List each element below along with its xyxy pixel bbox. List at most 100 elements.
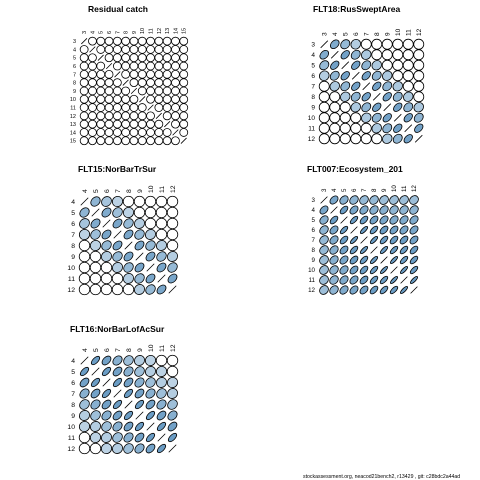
row-label: 6	[311, 73, 315, 80]
row-label: 5	[71, 369, 75, 376]
column-label: 8	[124, 31, 130, 34]
correlation-cell	[146, 36, 155, 46]
correlation-cell	[88, 86, 97, 96]
row-label: 11	[308, 126, 315, 133]
correlation-cell	[101, 399, 112, 410]
correlation-cell	[96, 61, 106, 71]
correlation-cell	[162, 103, 172, 112]
correlation-cell	[162, 53, 172, 63]
correlation-cell	[371, 70, 382, 81]
correlation-cell	[146, 69, 155, 79]
correlation-cell	[330, 60, 340, 70]
correlation-cell	[154, 103, 164, 112]
row-label: 8	[71, 402, 75, 409]
correlation-cell	[392, 38, 404, 50]
correlation-cell	[78, 431, 91, 444]
correlation-cell	[156, 443, 167, 454]
correlation-cell	[402, 80, 414, 92]
correlation-cell	[379, 285, 389, 295]
column-label: 7	[361, 188, 368, 192]
column-label: 7	[115, 189, 122, 193]
correlation-cell	[410, 286, 418, 294]
correlation-cell	[409, 215, 419, 225]
correlation-cell	[111, 283, 124, 296]
correlation-cell	[162, 94, 172, 104]
correlation-cell	[156, 251, 167, 262]
correlation-cell	[112, 78, 122, 88]
correlation-cell	[101, 251, 112, 262]
correlation-cell	[341, 61, 350, 70]
correlation-cell	[145, 366, 156, 377]
correlation-cell	[112, 421, 123, 432]
correlation-cell	[133, 206, 146, 219]
correlation-cell	[88, 53, 97, 63]
correlation-cell	[112, 94, 122, 104]
correlation-cell	[121, 136, 131, 146]
correlation-cell	[320, 40, 329, 49]
row-label: 12	[67, 287, 75, 294]
correlation-cell	[88, 119, 97, 129]
correlation-cell	[381, 59, 393, 71]
correlation-cell	[409, 245, 419, 255]
correlation-cell	[382, 113, 392, 123]
correlation-cell	[167, 399, 178, 410]
correlation-cell	[121, 111, 131, 121]
row-label: 12	[67, 446, 75, 453]
correlation-cell	[329, 101, 341, 113]
row-label: 12	[70, 114, 76, 120]
correlation-cell	[389, 195, 399, 205]
panel-title: FLT18:RusSweptArea	[313, 4, 401, 14]
correlation-cell	[350, 49, 361, 60]
correlation-cell	[88, 94, 97, 104]
correlation-cell	[146, 78, 155, 88]
correlation-cell	[79, 366, 90, 377]
column-label: 6	[351, 188, 358, 192]
correlation-cell	[155, 195, 168, 208]
correlation-cell	[399, 195, 409, 205]
correlation-cell	[400, 266, 408, 274]
correlation-cell	[112, 399, 123, 410]
correlation-cell	[171, 86, 180, 96]
correlation-cell	[392, 81, 403, 92]
correlation-cell	[369, 195, 379, 205]
correlation-cell	[155, 206, 168, 219]
correlation-cell	[389, 205, 399, 215]
correlation-cell	[402, 49, 414, 61]
correlation-cell	[129, 53, 139, 63]
correlation-cell	[146, 86, 155, 96]
column-label: 11	[401, 185, 408, 192]
correlation-cell	[359, 215, 369, 225]
correlation-cell	[359, 205, 369, 215]
column-label: 7	[364, 32, 371, 36]
correlation-cell	[413, 112, 424, 123]
correlation-cell	[349, 265, 359, 275]
correlation-cell	[112, 355, 123, 366]
correlation-cell	[359, 265, 369, 275]
correlation-cell	[135, 411, 144, 420]
row-label: 8	[71, 243, 75, 250]
correlation-cell	[319, 275, 329, 285]
correlation-cell	[78, 420, 91, 433]
correlation-cell	[79, 86, 89, 96]
correlation-cell	[168, 285, 177, 294]
correlation-cell	[318, 101, 330, 113]
correlation-cell	[146, 128, 155, 137]
column-label: 6	[353, 32, 360, 36]
correlation-cell	[145, 251, 156, 262]
correlation-cell	[361, 102, 372, 113]
correlation-cell	[155, 365, 168, 378]
correlation-cell	[104, 69, 114, 79]
correlation-cell	[144, 195, 157, 208]
correlation-cell	[89, 431, 102, 444]
column-label: 3	[322, 32, 329, 36]
row-label: 10	[308, 267, 315, 274]
correlation-cell	[146, 136, 155, 146]
correlation-cell	[137, 36, 147, 46]
correlation-cell	[329, 275, 339, 285]
row-label: 7	[73, 72, 76, 78]
correlation-cell	[155, 354, 168, 367]
correlation-cell	[393, 123, 403, 133]
column-label: 5	[343, 32, 350, 36]
correlation-cell	[402, 38, 414, 50]
